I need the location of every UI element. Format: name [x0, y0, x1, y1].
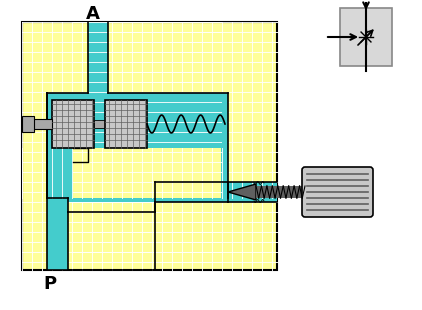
Bar: [47, 198, 68, 270]
Bar: [340, 8, 392, 66]
Bar: [88, 22, 108, 93]
Bar: [73, 148, 221, 198]
Bar: [256, 186, 305, 198]
Bar: [68, 182, 277, 202]
Bar: [94, 120, 105, 128]
Bar: [22, 22, 277, 270]
FancyBboxPatch shape: [302, 167, 373, 217]
Text: A: A: [86, 5, 100, 23]
Bar: [22, 116, 34, 132]
Bar: [47, 93, 228, 198]
Text: P: P: [43, 275, 57, 293]
Polygon shape: [228, 184, 256, 200]
Bar: [105, 100, 147, 148]
Bar: [22, 119, 52, 129]
Bar: [52, 100, 94, 148]
